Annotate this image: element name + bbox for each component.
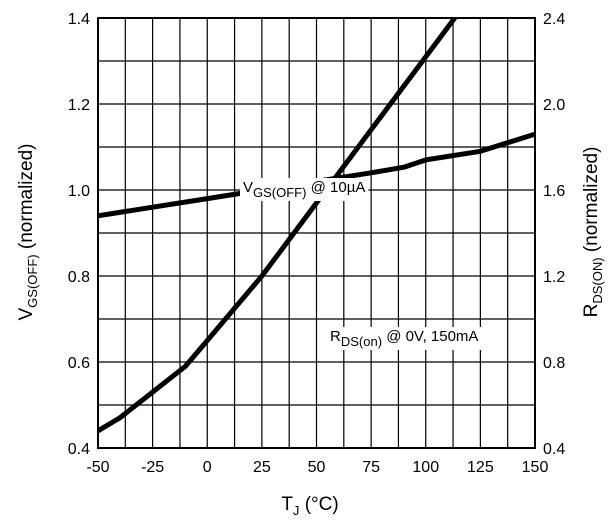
series-line-1 bbox=[98, 18, 458, 433]
x-tick-label: 150 bbox=[522, 459, 549, 476]
series-line-0 bbox=[98, 131, 535, 219]
x-tick-label: -50 bbox=[86, 459, 109, 476]
y-right-tick-label: 2.0 bbox=[543, 97, 565, 114]
x-tick-label: 50 bbox=[308, 459, 326, 476]
y-right-tick-label: 1.6 bbox=[543, 183, 565, 200]
y-left-tick-label: 1.2 bbox=[68, 97, 90, 114]
series-label-rds: RDS(on) @ 0V, 150mA bbox=[330, 328, 478, 349]
y-left-tick-label: 1.4 bbox=[68, 11, 90, 28]
y-left-tick-label: 0.4 bbox=[68, 441, 90, 458]
x-axis-title: TJ (°C) bbox=[281, 494, 338, 518]
x-tick-label: -25 bbox=[141, 459, 164, 476]
x-tick-label: 0 bbox=[203, 459, 212, 476]
y-left-tick-label: 0.8 bbox=[68, 269, 90, 286]
y-left-axis-title: VGS(OFF) (normalized) bbox=[16, 144, 40, 321]
y-left-tick-label: 1.0 bbox=[68, 183, 90, 200]
y-left-tick-label: 0.6 bbox=[68, 355, 90, 372]
x-tick-label: 75 bbox=[362, 459, 380, 476]
series-layer bbox=[98, 18, 535, 433]
y-right-tick-label: 0.4 bbox=[543, 441, 565, 458]
series-label-vgs-bg bbox=[240, 178, 369, 201]
y-right-axis-title: RDS(ON) (normalized) bbox=[581, 147, 605, 318]
series-label-vgs: VGS(OFF) @ 10µA bbox=[243, 179, 365, 200]
x-tick-label: 25 bbox=[253, 459, 271, 476]
plot-frame bbox=[97, 17, 536, 449]
x-tick-label: 125 bbox=[467, 459, 494, 476]
y-right-tick-label: 0.8 bbox=[543, 355, 565, 372]
tick-labels: -50 -25 0 25 50 75 100 125 1500.40.60.81.01.21.4… bbox=[68, 11, 566, 476]
y-right-tick-label: 1.2 bbox=[543, 269, 565, 286]
y-right-tick-label: 2.4 bbox=[543, 11, 565, 28]
x-tick-label: 100 bbox=[412, 459, 439, 476]
series-label-rds-bg bbox=[327, 327, 482, 350]
